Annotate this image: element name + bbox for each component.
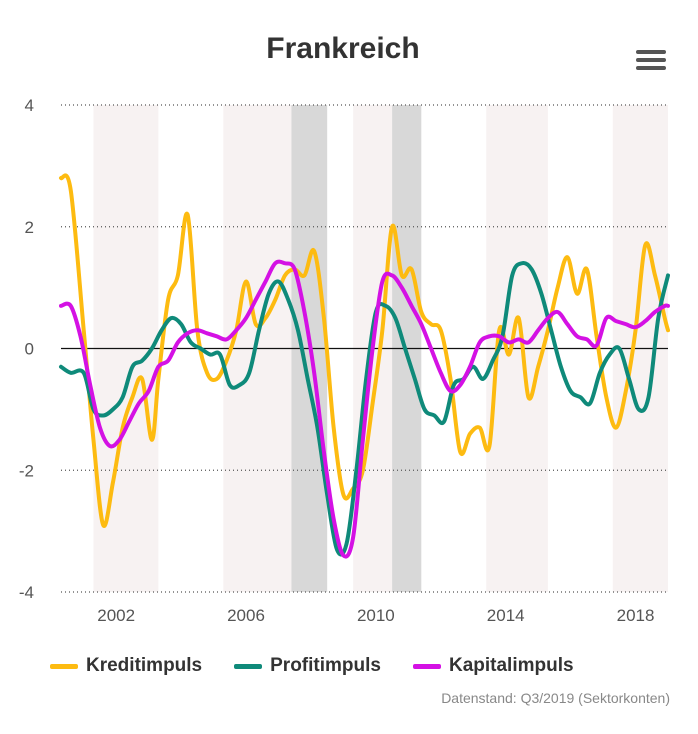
legend-item-kreditimpuls[interactable]: Kreditimpuls [50, 655, 202, 677]
x-axis-ticks: 2002 2006 2010 2014 2018 [97, 606, 654, 625]
menu-bar [636, 50, 666, 54]
y-tick-label: 0 [25, 340, 34, 359]
y-axis-ticks: 4 2 0 -2 -4 [19, 96, 34, 602]
y-tick-label: -4 [19, 583, 34, 602]
series-line-kreditimpuls [59, 173, 670, 528]
legend-swatch [50, 663, 78, 669]
x-tick-label: 2002 [97, 606, 135, 625]
series-line-profitimpuls [59, 261, 670, 557]
legend-item-kapitalimpuls[interactable]: Kapitalimpuls [412, 655, 574, 677]
x-tick-label: 2014 [487, 606, 525, 625]
legend-swatch [412, 663, 441, 669]
menu-bar [636, 66, 666, 70]
chart-title: Frankreich [266, 32, 420, 65]
y-tick-label: 2 [25, 218, 34, 237]
series-line-kapitalimpuls [59, 259, 670, 559]
x-tick-label: 2006 [227, 606, 265, 625]
y-tick-label: 4 [25, 96, 34, 115]
legend-item-profitimpuls[interactable]: Profitimpuls [234, 655, 381, 677]
credits-text: Datenstand: Q3/2019 (Sektorkonten) [441, 690, 670, 706]
x-tick-label: 2018 [617, 606, 655, 625]
series-lines [59, 173, 670, 559]
menu-bar [636, 58, 666, 62]
legend-swatch [234, 663, 263, 669]
legend: Kreditimpuls Profitimpuls Kapitalimpuls [50, 655, 606, 677]
x-tick-label: 2010 [357, 606, 395, 625]
y-tick-label: -2 [19, 461, 34, 480]
legend-label: Kreditimpuls [86, 655, 203, 676]
legend-label: Profitimpuls [270, 655, 381, 676]
legend-label: Kapitalimpuls [448, 655, 574, 676]
hamburger-menu-icon[interactable] [636, 50, 666, 74]
